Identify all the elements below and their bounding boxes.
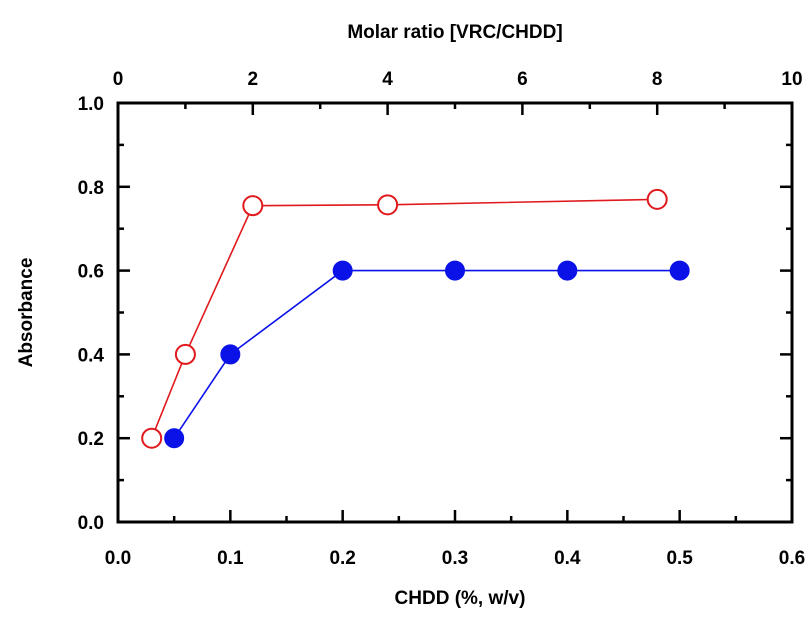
plot-frame [116, 101, 794, 524]
series-line [173, 269, 680, 439]
x-tick-label: 0.3 [442, 548, 468, 569]
series-molar-ratio [141, 188, 668, 449]
y-tick-label: 0.0 [78, 513, 104, 534]
open-circle-point [242, 195, 264, 217]
filled-circle-point [669, 260, 690, 281]
open-circle-point [377, 194, 399, 216]
x2-tick-label: 2 [248, 69, 259, 90]
y-tick-label: 0.6 [78, 262, 104, 283]
y-tick-label: 0.2 [78, 429, 104, 450]
x2-tick-label: 10 [781, 69, 802, 90]
filled-circle-point [164, 428, 185, 449]
axes [116, 101, 794, 524]
x-tick-label: 0.6 [779, 548, 805, 569]
x2-tick-label: 4 [382, 69, 393, 90]
x-tick-label: 0.4 [554, 548, 581, 569]
filled-circle-point [332, 260, 353, 281]
y-axis-title: Absorbance [16, 258, 37, 368]
tick-labels: 0.0 0.1 0.2 0.3 0.4 0.5 0.6 0 2 4 6 8 10 0.0 0.2 0.4 0.6… [78, 69, 806, 569]
y-tick-label: 1.0 [78, 94, 104, 115]
x2-tick-label: 0 [113, 69, 124, 90]
x-tick-label: 0.1 [217, 548, 244, 569]
series-line [150, 198, 658, 439]
ticks [118, 103, 792, 522]
series-layer [141, 188, 690, 449]
x-tick-label: 0.5 [666, 548, 693, 569]
open-circle-point [174, 343, 196, 365]
x-tick-label: 0.0 [105, 548, 131, 569]
x-axis-title: CHDD (%, w/v) [395, 588, 526, 609]
filled-circle-point [445, 260, 465, 281]
x2-tick-label: 8 [652, 69, 663, 90]
x-tick-label: 0.2 [329, 548, 355, 569]
open-circle-point [646, 188, 668, 210]
filled-circle-point [557, 260, 578, 281]
y-tick-label: 0.8 [78, 178, 104, 199]
open-circle-point [141, 427, 163, 449]
y-tick-label: 0.4 [78, 345, 105, 366]
top-axis-title: Molar ratio [VRC/CHDD] [347, 22, 562, 43]
filled-circle-point [220, 344, 241, 365]
x2-tick-label: 6 [517, 69, 528, 90]
series-chdd [164, 260, 690, 449]
